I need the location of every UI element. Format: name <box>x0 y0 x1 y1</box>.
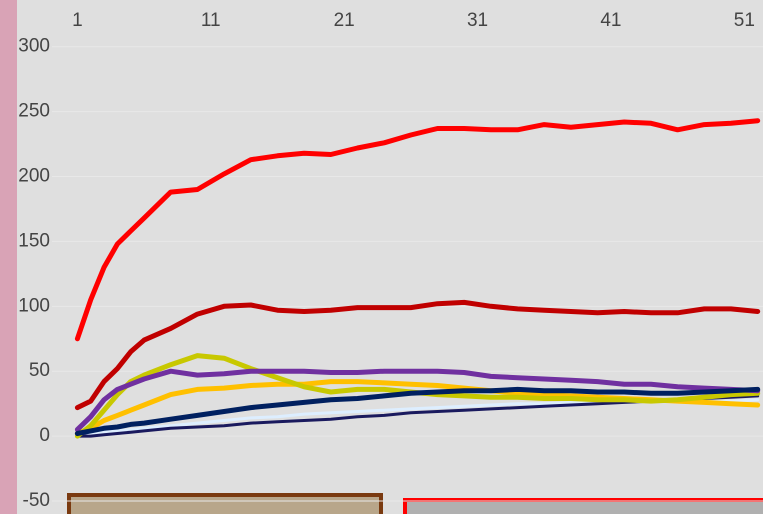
y-tick-label: 150 <box>18 230 50 251</box>
series-line <box>74 299 761 411</box>
y-tick-label: 100 <box>18 295 50 316</box>
series-line <box>74 118 761 342</box>
series-line <box>74 386 761 436</box>
x-tick-label: 51 <box>734 10 755 31</box>
y-tick-label: 0 <box>39 425 50 446</box>
x-tick-label: 1 <box>72 10 83 31</box>
y-tick-label: 200 <box>18 166 50 187</box>
x-tick-label: 31 <box>467 10 488 31</box>
y-tick-label: 50 <box>29 360 50 381</box>
x-tick-label: 21 <box>334 10 355 31</box>
y-tick-label: 300 <box>18 36 50 57</box>
x-tick-label: 41 <box>600 10 621 31</box>
series-line <box>74 353 761 439</box>
series-line <box>74 368 761 433</box>
thumbnail[interactable] <box>67 493 383 514</box>
map-strip <box>0 0 17 514</box>
y-tick-label: -50 <box>23 490 50 511</box>
thumbnail[interactable] <box>403 498 763 514</box>
x-tick-label: 11 <box>201 10 221 31</box>
y-tick-label: 250 <box>18 101 50 122</box>
